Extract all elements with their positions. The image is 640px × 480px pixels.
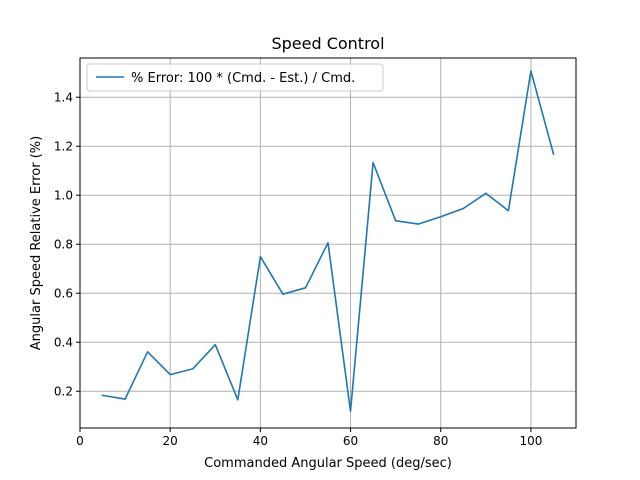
legend: % Error: 100 * (Cmd. - Est.) / Cmd. xyxy=(86,63,384,92)
y-tick-label: 0.8 xyxy=(54,238,73,252)
data-point xyxy=(124,398,126,400)
x-axis-label: Commanded Angular Speed (deg/sec) xyxy=(204,456,452,471)
y-tick-label: 0.2 xyxy=(54,385,73,399)
data-point xyxy=(462,208,464,210)
data-point xyxy=(395,220,397,222)
x-tick-label: 80 xyxy=(433,434,448,448)
data-point xyxy=(237,399,239,401)
data-point xyxy=(102,395,104,397)
data-point xyxy=(192,368,194,370)
data-point xyxy=(305,287,307,289)
data-point xyxy=(214,344,216,346)
data-point xyxy=(485,192,487,194)
y-axis-label: Angular Speed Relative Error (%) xyxy=(29,136,44,350)
x-tick-label: 100 xyxy=(519,434,542,448)
x-axis-ticks: 0 20 40 60 80 100 xyxy=(76,428,542,448)
y-tick-label: 1.4 xyxy=(54,91,73,105)
x-tick-label: 0 xyxy=(76,434,84,448)
data-point xyxy=(530,70,532,72)
x-tick-label: 40 xyxy=(253,434,268,448)
series-layer xyxy=(101,70,555,413)
x-tick-label: 20 xyxy=(163,434,178,448)
y-tick-label: 0.6 xyxy=(54,287,73,301)
y-tick-label: 0.4 xyxy=(54,336,73,350)
data-point xyxy=(417,223,419,225)
data-point xyxy=(169,374,171,376)
data-point xyxy=(147,351,149,353)
y-tick-label: 1.2 xyxy=(54,140,73,154)
y-tick-label: 1.0 xyxy=(54,189,73,203)
series-line xyxy=(101,70,555,413)
x-tick-label: 60 xyxy=(343,434,358,448)
legend-label: % Error: 100 * (Cmd. - Est.) / Cmd. xyxy=(131,71,355,86)
data-point xyxy=(260,256,262,258)
data-point xyxy=(327,242,329,244)
data-point xyxy=(508,210,510,212)
data-point xyxy=(440,216,442,218)
chart-title: Speed Control xyxy=(271,34,384,53)
legend-box xyxy=(86,63,384,92)
data-point xyxy=(553,153,555,155)
plot-area-frame xyxy=(79,57,577,429)
data-point xyxy=(282,293,284,295)
data-point xyxy=(350,411,352,413)
data-point xyxy=(372,162,374,164)
y-axis-ticks: 0.2 0.4 0.6 0.8 1.0 1.2 1.4 xyxy=(54,91,80,399)
